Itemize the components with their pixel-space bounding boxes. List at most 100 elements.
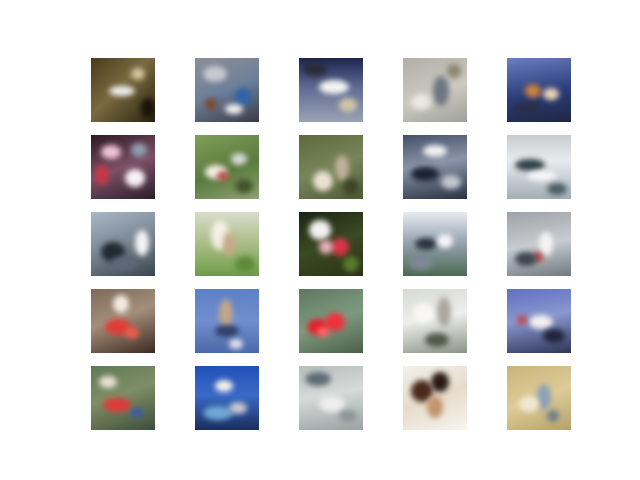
tile-patch [101,145,121,159]
tile-patch [539,232,553,256]
tile-patch [343,179,359,195]
tile-patch [131,408,143,418]
tile-patch [141,98,155,118]
tile-patch [217,171,229,181]
tile-patch [131,68,145,80]
sample-2-3 [299,135,363,199]
tile-patch [339,410,357,422]
tile-patch [303,62,327,76]
sample-2-4 [403,135,467,199]
tile-patch [225,104,243,114]
tile-patch [513,102,541,114]
tile-patch [543,329,565,343]
tile-patch [131,143,147,157]
sample-5-3 [299,366,363,430]
sample-2-5 [507,135,571,199]
tile-patch [313,171,333,191]
tile-patch [319,240,333,254]
tile-patch [95,165,109,185]
tile-patch [411,167,439,181]
tile-patch [319,80,349,94]
tile-patch [427,396,443,418]
sample-3-1 [91,212,155,276]
sample-1-4 [403,58,467,122]
sample-5-2 [195,366,259,430]
tile-patch [235,256,255,272]
tile-patch [547,183,567,195]
tile-patch [105,319,131,335]
sample-3-4 [403,212,467,276]
tile-patch [113,295,129,313]
sample-2-1 [91,135,155,199]
tile-patch [547,410,559,422]
tile-patch [99,376,117,388]
tile-patch [325,313,345,331]
tile-patch [125,169,145,187]
tile-patch [409,256,433,270]
sample-3-3 [299,212,363,276]
tile-patch [305,372,331,386]
tile-patch [433,76,449,106]
tile-patch [431,372,449,392]
tile-patch [529,315,553,329]
tile-patch [103,398,131,412]
tile-patch [415,238,437,250]
tile-patch [229,402,247,414]
sample-4-2 [195,289,259,353]
tile-patch [525,84,541,98]
sample-grid [91,58,571,430]
tile-patch [319,396,345,412]
tile-patch [309,220,331,240]
tile-patch [229,339,243,349]
tile-patch [215,325,239,337]
sample-4-5 [507,289,571,353]
sample-1-5 [507,58,571,122]
tile-patch [533,252,543,262]
tile-patch [441,175,461,189]
sample-1-2 [195,58,259,122]
tile-patch [235,88,251,106]
sample-3-2 [195,212,259,276]
tile-patch [423,145,447,157]
tile-patch [219,299,233,329]
tile-patch [135,230,149,256]
tile-patch [437,234,453,248]
tile-patch [331,238,349,256]
sample-1-1 [91,58,155,122]
tile-patch [437,297,451,327]
sample-5-5 [507,366,571,430]
tile-patch [447,64,461,78]
tile-patch [411,380,433,402]
tile-patch [425,333,449,347]
sample-4-3 [299,289,363,353]
tile-patch [339,98,357,112]
tile-patch [519,396,539,412]
tile-patch [543,88,559,100]
sample-2-2 [195,135,259,199]
tile-patch [231,153,247,165]
tile-patch [413,303,433,323]
tile-patch [317,327,329,337]
sample-5-1 [91,366,155,430]
tile-patch [223,232,235,256]
tile-patch [411,94,431,110]
tile-patch [125,327,139,339]
tile-patch [109,86,135,96]
tile-patch [537,384,551,410]
sample-4-1 [91,289,155,353]
sample-5-4 [403,366,467,430]
tile-patch [235,179,253,193]
tile-patch [215,380,233,392]
tile-patch [203,406,233,420]
tile-patch [335,155,349,181]
tile-patch [205,98,217,110]
tile-patch [515,159,545,171]
tile-patch [517,315,527,325]
sample-1-3 [299,58,363,122]
tile-patch [111,256,137,270]
tile-patch [515,252,537,266]
sample-3-5 [507,212,571,276]
tile-patch [527,171,557,181]
tile-patch [343,256,359,272]
